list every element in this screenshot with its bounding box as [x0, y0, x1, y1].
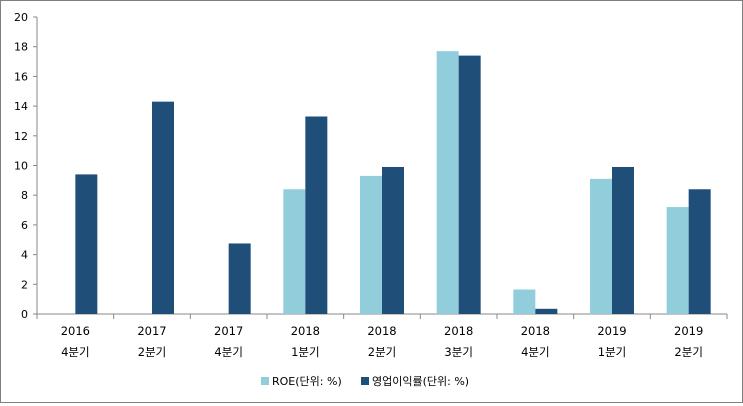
bar-roe — [513, 289, 536, 314]
x-tick-label-quarter: 3분기 — [444, 345, 472, 359]
x-tick-label-quarter: 1분기 — [598, 345, 626, 359]
bar-operating-margin — [535, 308, 558, 314]
y-tick-label: 2 — [21, 278, 28, 291]
x-tick-label-quarter: 4분기 — [521, 345, 549, 359]
x-tick-label-quarter: 4분기 — [61, 345, 89, 359]
legend-swatch — [261, 377, 269, 385]
x-tick-label-quarter: 4분기 — [214, 345, 242, 359]
bar-operating-margin — [688, 189, 711, 314]
bar-operating-margin — [305, 116, 328, 315]
bars — [75, 51, 711, 315]
x-tick-label-quarter: 2분기 — [138, 345, 166, 359]
x-tick-label-year: 2016 — [61, 324, 90, 338]
bar-operating-margin — [152, 101, 174, 315]
x-tick-label-quarter: 2분기 — [368, 345, 396, 359]
y-tick-label: 18 — [14, 41, 28, 54]
bar-roe — [283, 189, 306, 314]
x-tick-label-year: 2019 — [597, 324, 626, 338]
x-tick-label-year: 2018 — [521, 324, 550, 338]
bar-operating-margin — [382, 166, 404, 314]
legend: ROE(단위: %) 영업이익률(단위: %) — [261, 375, 469, 388]
bar-roe — [590, 178, 612, 314]
legend-label: 영업이익률(단위: %) — [372, 375, 469, 388]
x-tick-label-year: 2018 — [291, 324, 320, 338]
bar-operating-margin — [75, 174, 98, 314]
legend-label: ROE(단위: %) — [272, 375, 342, 388]
legend-swatch — [361, 377, 369, 385]
y-tick-label: 16 — [14, 70, 28, 83]
y-tick-label: 4 — [21, 249, 28, 262]
bar-operating-margin — [612, 166, 634, 314]
y-tick-label: 14 — [14, 100, 28, 113]
y-tick-label: 8 — [21, 189, 28, 202]
x-tick-label-quarter: 2분기 — [674, 345, 702, 359]
x-tick-label-year: 2018 — [444, 324, 473, 338]
y-tick-label: 6 — [21, 219, 28, 232]
x-tick-label-quarter: 1분기 — [291, 345, 319, 359]
bar-roe — [666, 207, 689, 314]
bar-roe — [436, 51, 459, 314]
bar-operating-margin — [228, 243, 251, 314]
x-tick-label-year: 2017 — [137, 324, 166, 338]
x-tick-label-year: 2017 — [214, 324, 243, 338]
bar-roe — [360, 175, 382, 314]
x-tick-label-year: 2019 — [674, 324, 703, 338]
bar-operating-margin — [458, 55, 481, 315]
y-tick-label: 0 — [21, 308, 28, 321]
x-tick-label-year: 2018 — [367, 324, 396, 338]
y-tick-label: 10 — [14, 160, 28, 173]
y-tick-label: 12 — [14, 130, 28, 143]
y-tick-label: 20 — [14, 11, 28, 24]
x-axis-labels: 2016 4분기 2017 2분기 2017 4분기 2018 1분기 2018 2분기 2018 3… — [61, 324, 704, 359]
